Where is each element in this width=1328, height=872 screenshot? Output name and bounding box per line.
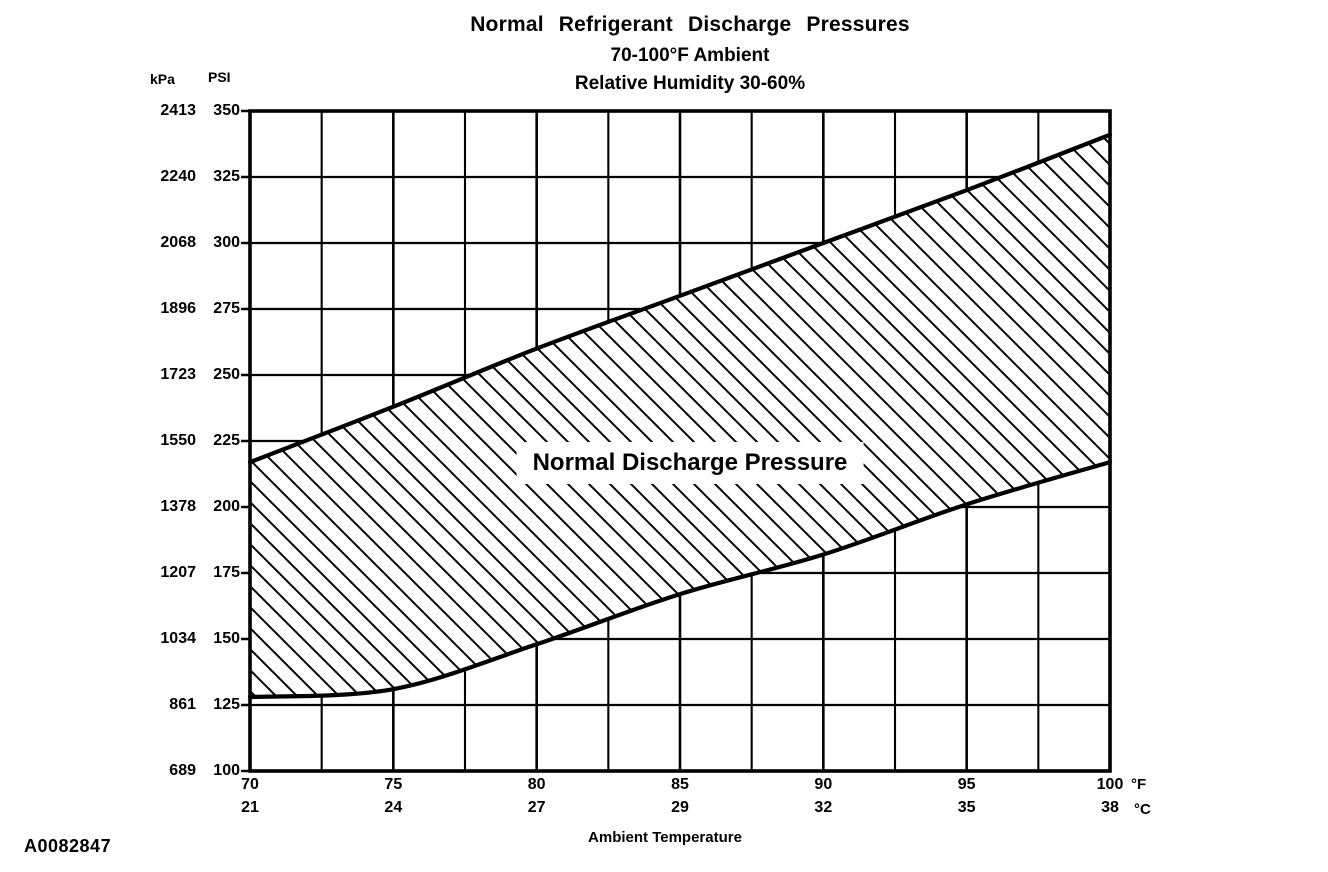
- y-tick-label-kpa: 1378: [160, 498, 196, 515]
- y-tick-label-kpa: 1550: [160, 432, 196, 449]
- normal-pressure-band: [250, 134, 1110, 698]
- x-tick-label-fahrenheit: 70: [241, 776, 259, 793]
- chart-subtitle-ambient: 70-100°F Ambient: [610, 45, 770, 66]
- y-tick-label-psi: 250: [213, 366, 240, 383]
- y-tick-label-kpa: 2413: [160, 102, 196, 119]
- y-tick-label-kpa: 689: [169, 762, 196, 779]
- x-tick-label-celsius: 27: [527, 799, 546, 816]
- y-tick-label-psi: 150: [213, 630, 240, 647]
- x-axis-unit-fahrenheit: °F: [1131, 776, 1147, 793]
- y-tick-label-psi: 350: [213, 102, 240, 119]
- upper-limit-curve: [247, 132, 1113, 465]
- plot-border: [248, 109, 1112, 773]
- y-tick-label-kpa: 2240: [160, 168, 196, 185]
- x-tick-label-fahrenheit: 80: [527, 776, 546, 793]
- figure-code: A0082847: [24, 836, 112, 856]
- x-tick-label-celsius: 21: [241, 799, 259, 816]
- y-tick-label-kpa: 1723: [160, 366, 196, 383]
- band-label: Normal Discharge Pressure: [516, 442, 864, 484]
- x-tick-label-fahrenheit: 85: [671, 776, 689, 793]
- y-axis-unit-kpa: kPa: [150, 71, 175, 87]
- lower-limit-curve: [247, 460, 1113, 700]
- x-axis-title: Ambient Temperature: [588, 829, 742, 846]
- y-tick-label-psi: 225: [213, 432, 240, 449]
- y-tick-label-psi: 175: [213, 564, 240, 581]
- x-tick-label-fahrenheit: 75: [384, 776, 403, 793]
- y-axis-unit-psi: PSI: [208, 69, 231, 85]
- y-tick-label-psi: 300: [213, 234, 240, 251]
- y-tick-label-kpa: 1034: [160, 630, 196, 647]
- y-tick-label-kpa: 2068: [160, 234, 196, 251]
- x-tick-label-celsius: 24: [384, 799, 403, 816]
- y-tick-label-psi: 100: [213, 762, 240, 779]
- x-tick-label-celsius: 32: [814, 799, 833, 816]
- x-tick-label-fahrenheit: 95: [957, 776, 976, 793]
- x-tick-label-celsius: 35: [957, 799, 976, 816]
- chart-title: Normal Refrigerant Discharge Pressures: [470, 13, 910, 36]
- y-tick-label-kpa: 861: [169, 696, 196, 713]
- y-tick-label-kpa: 1896: [160, 300, 196, 317]
- x-tick-label-celsius: 38: [1101, 799, 1119, 816]
- x-tick-label-celsius: 29: [671, 799, 689, 816]
- y-tick-label-kpa: 1207: [160, 564, 196, 581]
- y-tick-label-psi: 125: [213, 696, 240, 713]
- y-tick-label-psi: 275: [213, 300, 240, 317]
- x-axis-unit-celsius: °C: [1134, 801, 1151, 818]
- x-tick-label-fahrenheit: 100: [1096, 776, 1124, 793]
- chart-subtitle-humidity: Relative Humidity 30-60%: [574, 73, 806, 94]
- chart-title-block: Normal Refrigerant Discharge Pressures 7…: [250, 14, 1130, 93]
- y-tick-label-psi: 200: [213, 498, 240, 515]
- y-tick-label-psi: 325: [213, 168, 240, 185]
- x-tick-label-fahrenheit: 90: [814, 776, 833, 793]
